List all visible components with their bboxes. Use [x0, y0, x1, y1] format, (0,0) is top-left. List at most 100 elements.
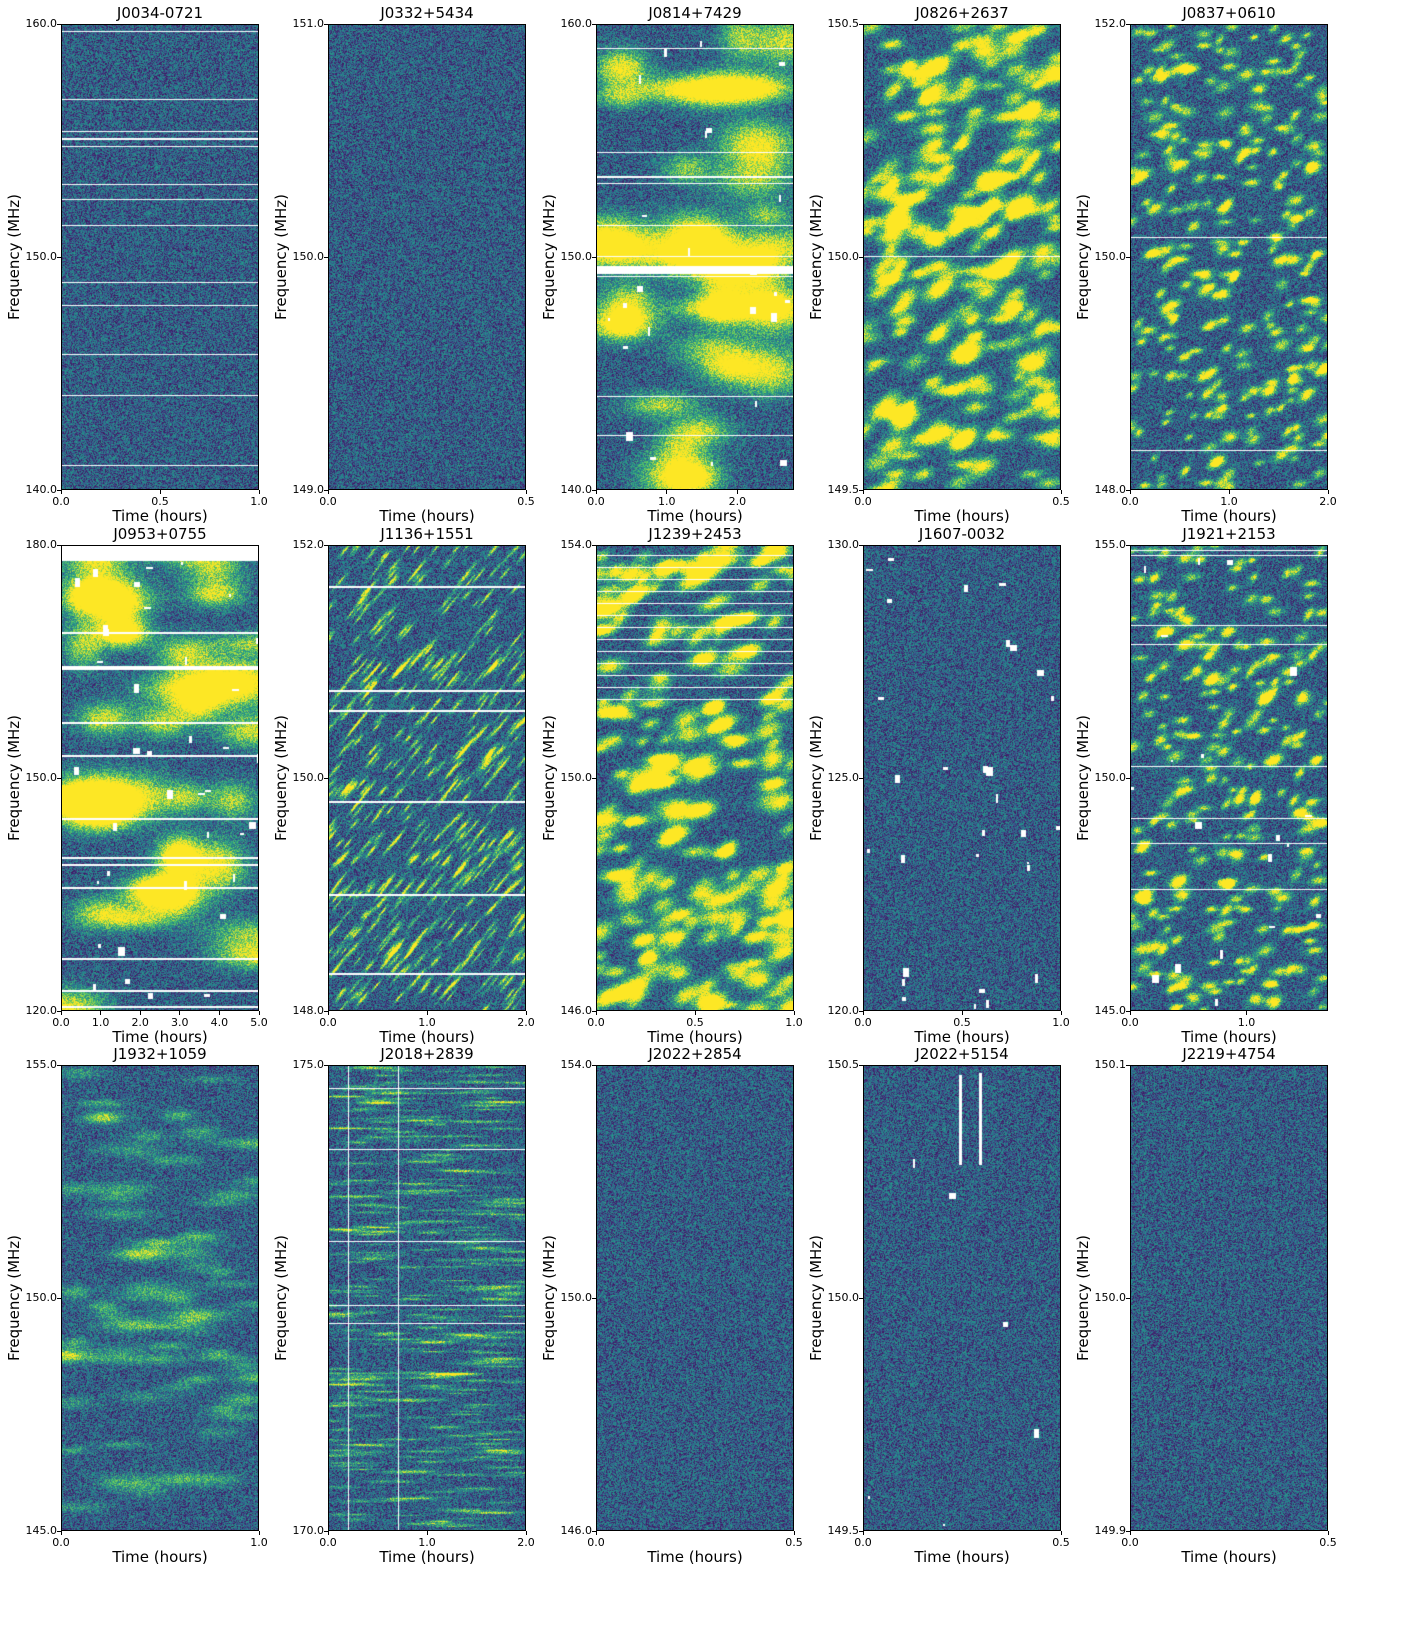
panel-title-j0034-0721: J0034-0721	[116, 4, 204, 22]
y-tick-mark	[324, 1530, 328, 1532]
x-tick-mark	[327, 1011, 329, 1015]
y-tick-mark	[1126, 777, 1130, 779]
y-tick-mark	[1126, 1297, 1130, 1299]
x-axis-label: Time (hours)	[914, 1548, 1010, 1566]
x-tick-label: 2.0	[517, 1016, 535, 1029]
y-axis-label: Frequency (MHz)	[5, 1234, 23, 1362]
x-axis-label: Time (hours)	[112, 507, 208, 525]
x-tick-label: 0.0	[52, 1016, 70, 1029]
y-tick-label: 148.0	[1094, 483, 1127, 496]
y-tick-label: 146.0	[560, 1004, 593, 1017]
x-tick-mark	[525, 1011, 527, 1015]
y-tick-mark	[592, 1530, 596, 1532]
x-tick-mark	[666, 490, 668, 494]
y-axis-label: Frequency (MHz)	[807, 1234, 825, 1362]
y-tick-label: 146.0	[560, 1524, 593, 1537]
y-tick-mark	[1126, 1010, 1130, 1012]
x-tick-mark	[1060, 1011, 1062, 1015]
y-tick-mark	[324, 544, 328, 546]
y-tick-mark	[57, 777, 61, 779]
x-tick-mark	[793, 1531, 795, 1535]
x-tick-mark	[1228, 490, 1230, 494]
x-tick-mark	[426, 1531, 428, 1535]
x-tick-mark	[218, 1011, 220, 1015]
y-tick-mark	[57, 1297, 61, 1299]
x-tick-mark	[100, 1011, 102, 1015]
x-tick-mark	[258, 490, 260, 494]
x-tick-mark	[327, 490, 329, 494]
y-tick-mark	[859, 544, 863, 546]
y-axis-label: Frequency (MHz)	[807, 714, 825, 842]
y-tick-label: 149.0	[292, 483, 325, 496]
x-axis-label: Time (hours)	[1181, 507, 1277, 525]
panel-title-j2022-2854: J2022+2854	[648, 1045, 742, 1063]
panel-title-j0953-0755: J0953+0755	[113, 525, 207, 543]
x-axis-label: Time (hours)	[914, 1028, 1010, 1046]
y-tick-label: 150.0	[25, 250, 58, 263]
x-tick-label: 0.5	[1319, 1536, 1337, 1549]
heatmap-j0953-0755	[61, 545, 259, 1011]
x-tick-label: 1.0	[1052, 1016, 1070, 1029]
y-tick-mark	[859, 489, 863, 491]
x-tick-label: 1.0	[1237, 1016, 1256, 1029]
x-tick-mark	[426, 1011, 428, 1015]
y-tick-mark	[592, 1010, 596, 1012]
x-axis-label: Time (hours)	[1181, 1028, 1277, 1046]
panel-title-j1239-2453: J1239+2453	[648, 525, 742, 543]
y-tick-label: 150.0	[560, 1291, 593, 1304]
x-tick-mark	[258, 1531, 260, 1535]
y-tick-label: 150.0	[1094, 771, 1127, 784]
x-axis-label: Time (hours)	[112, 1548, 208, 1566]
x-tick-label: 1.0	[250, 1536, 268, 1549]
y-tick-label: 150.0	[1094, 1291, 1127, 1304]
x-tick-label: 0.0	[1121, 495, 1139, 508]
y-tick-mark	[324, 23, 328, 25]
x-tick-mark	[595, 1531, 597, 1535]
x-tick-label: 4.0	[210, 1016, 229, 1029]
y-tick-label: 152.0	[292, 538, 325, 551]
panel-title-j1921-2153: J1921+2153	[1182, 525, 1276, 543]
y-tick-label: 145.0	[25, 1524, 58, 1537]
x-tick-mark	[1129, 1531, 1131, 1535]
x-axis-label: Time (hours)	[647, 1028, 743, 1046]
y-tick-mark	[57, 23, 61, 25]
y-tick-label: 150.0	[292, 250, 325, 263]
y-tick-label: 120.0	[25, 1004, 58, 1017]
x-tick-mark	[139, 1011, 141, 1015]
x-tick-mark	[862, 490, 864, 494]
x-tick-mark	[694, 1011, 696, 1015]
x-tick-label: 5.0	[250, 1016, 268, 1029]
x-tick-mark	[258, 1011, 260, 1015]
y-tick-label: 170.0	[292, 1524, 325, 1537]
x-tick-label: 0.0	[587, 1016, 605, 1029]
x-tick-mark	[60, 1011, 62, 1015]
y-tick-label: 160.0	[560, 17, 593, 30]
x-tick-label: 1.0	[250, 495, 268, 508]
y-tick-mark	[592, 777, 596, 779]
x-tick-label: 0.0	[319, 495, 337, 508]
y-tick-mark	[324, 1010, 328, 1012]
x-tick-label: 1.0	[91, 1016, 110, 1029]
y-tick-label: 160.0	[25, 17, 58, 30]
y-tick-label: 130.0	[827, 538, 860, 551]
y-tick-mark	[592, 489, 596, 491]
x-tick-mark	[525, 490, 527, 494]
y-tick-mark	[57, 256, 61, 258]
y-tick-label: 148.0	[292, 1004, 325, 1017]
y-tick-label: 152.0	[1094, 17, 1127, 30]
x-axis-label: Time (hours)	[112, 1028, 208, 1046]
x-tick-label: 0.5	[686, 1016, 704, 1029]
y-axis-label: Frequency (MHz)	[540, 1234, 558, 1362]
x-axis-label: Time (hours)	[647, 507, 743, 525]
y-tick-mark	[324, 1064, 328, 1066]
x-tick-mark	[179, 1011, 181, 1015]
heatmap-j0837-0610	[1130, 24, 1328, 490]
y-tick-mark	[859, 23, 863, 25]
panel-title-j0332-5434: J0332+5434	[380, 4, 474, 22]
y-tick-label: 154.0	[560, 1058, 593, 1071]
y-axis-label: Frequency (MHz)	[1074, 714, 1092, 842]
x-axis-label: Time (hours)	[914, 507, 1010, 525]
x-tick-mark	[60, 490, 62, 494]
y-tick-label: 145.0	[1094, 1004, 1127, 1017]
y-axis-label: Frequency (MHz)	[272, 714, 290, 842]
